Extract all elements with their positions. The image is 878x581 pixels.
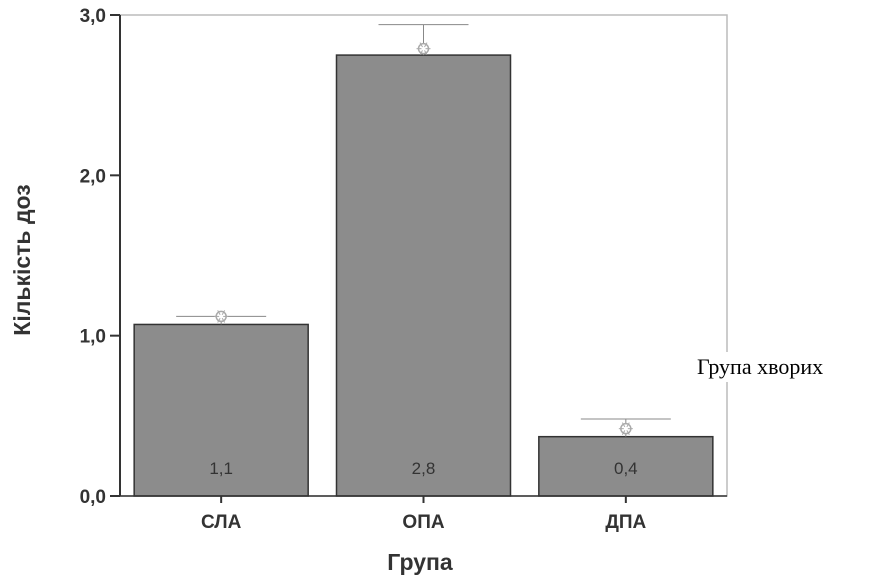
side-note: Група хворих (693, 352, 828, 382)
data-label-2: 0,4 (614, 459, 638, 478)
x-tick-label-1: ОПА (402, 512, 444, 533)
x-tick-label-0: СЛА (201, 512, 242, 533)
marker-0 (214, 310, 229, 323)
y-tick-label-1: 1,0 (80, 327, 106, 348)
y-axis-title: Кількість доз (9, 184, 35, 335)
bar-1 (335, 54, 512, 497)
x-tick-label-2: ДПА (605, 512, 646, 533)
data-label-0: 1,1 (209, 459, 233, 478)
marker-2 (618, 422, 633, 435)
x-axis-title: Група (387, 549, 453, 575)
bar-2 (538, 435, 714, 497)
y-tick-label-0: 0,0 (80, 487, 106, 508)
y-tick-label-3: 3,0 (80, 6, 106, 27)
data-label-1: 2,8 (412, 459, 436, 478)
y-tick-label-2: 2,0 (80, 166, 106, 187)
marker-1 (416, 42, 431, 55)
